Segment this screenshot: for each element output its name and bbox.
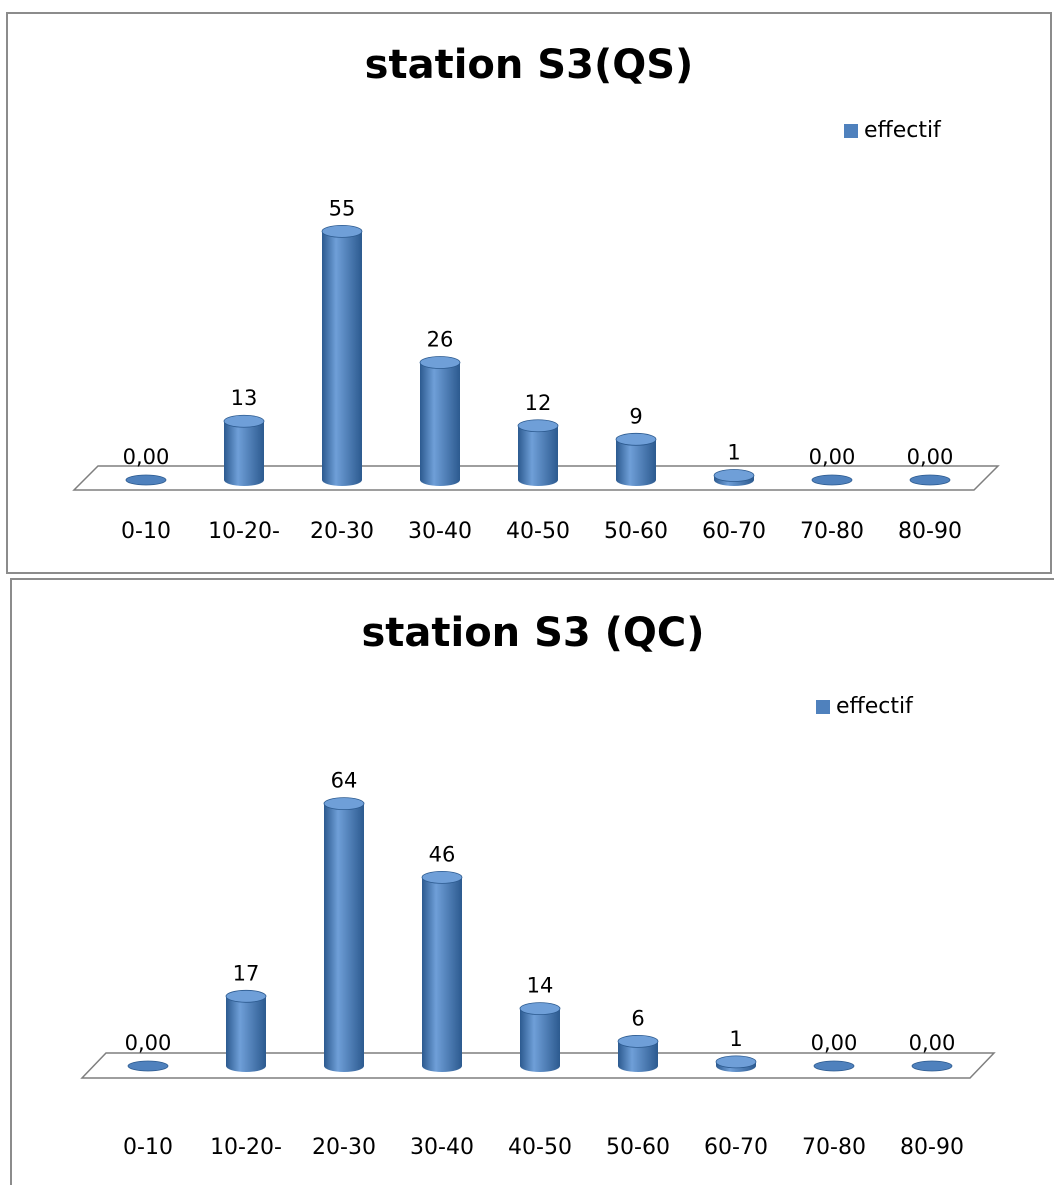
bar-body (226, 996, 266, 1072)
bar-body (616, 439, 656, 486)
legend-swatch (816, 699, 830, 714)
data-label: 0,00 (909, 1031, 956, 1055)
bar-top (715, 1055, 757, 1069)
data-label: 0,00 (809, 445, 856, 469)
bar-top (419, 356, 461, 369)
bar-flat (813, 1060, 855, 1072)
bar-50-60 (615, 432, 657, 486)
bar-body (224, 421, 264, 486)
bar-flat (125, 474, 167, 486)
x-tick-label: 40-50 (508, 1135, 572, 1160)
chart-title: station S3 (QC) (361, 610, 705, 656)
bar-60-70 (715, 1055, 757, 1072)
legend-swatch (844, 123, 858, 138)
legend: effectif (816, 694, 913, 719)
data-label: 0,00 (811, 1031, 858, 1055)
x-tick-label: 50-60 (604, 519, 668, 544)
bar-top (615, 432, 657, 446)
legend-label: effectif (864, 118, 941, 143)
data-label: 55 (329, 196, 356, 220)
data-label: 12 (525, 391, 552, 415)
bar-0-10 (127, 1060, 169, 1072)
x-tick-label: 10-20- (208, 519, 280, 544)
data-label: 1 (727, 440, 740, 464)
data-label: 26 (427, 327, 454, 351)
data-label: 17 (233, 961, 260, 985)
bar-body (420, 362, 460, 486)
x-tick-label: 30-40 (408, 519, 472, 544)
bar-top (519, 1002, 561, 1016)
bar-body (518, 425, 558, 486)
bar-80-90 (911, 1060, 953, 1072)
data-label: 46 (429, 842, 456, 866)
x-tick-label: 20-30 (310, 519, 374, 544)
bar-top (321, 224, 363, 238)
bar-top (617, 1034, 659, 1048)
data-label: 0,00 (123, 445, 170, 469)
bar-top (323, 797, 365, 811)
bar-top (421, 870, 463, 884)
x-tick-label: 60-70 (704, 1135, 768, 1160)
bar-body (422, 877, 462, 1072)
bar-50-60 (617, 1034, 659, 1072)
legend: effectif (844, 118, 941, 143)
x-tick-label: 70-80 (800, 519, 864, 544)
x-tick-label: 20-30 (312, 1135, 376, 1160)
data-label: 0,00 (907, 445, 954, 469)
x-tick-label: 10-20- (210, 1135, 282, 1160)
bar-body (618, 1041, 658, 1072)
bar-20-30 (323, 797, 365, 1072)
bar-80-90 (909, 474, 951, 486)
x-tick-label: 60-70 (702, 519, 766, 544)
x-tick-label: 0-10 (123, 1135, 173, 1160)
chart-title: station S3(QS) (364, 42, 694, 88)
bar-body (322, 231, 362, 486)
bar-30-40 (419, 356, 461, 486)
bar-top (517, 419, 559, 433)
chart-plot: 0,00 0-10 13 10-20- 55 20-30 26 30-40 12 40-50 9 50… (72, 196, 1000, 544)
bar-flat (911, 1060, 953, 1072)
x-tick-label: 30-40 (410, 1135, 474, 1160)
bar-top (223, 414, 265, 428)
bar-0-10 (125, 474, 167, 486)
bar-flat (811, 474, 853, 486)
x-tick-label: 80-90 (898, 519, 962, 544)
data-label: 0,00 (125, 1031, 172, 1055)
x-tick-label: 40-50 (506, 519, 570, 544)
data-label: 14 (527, 974, 554, 998)
data-label: 1 (729, 1027, 742, 1051)
bar-70-80 (813, 1060, 855, 1072)
bar-flat (127, 1060, 169, 1072)
bar-flat (909, 474, 951, 486)
bar-top (713, 469, 755, 482)
legend-label: effectif (836, 694, 913, 719)
data-label: 13 (231, 386, 258, 410)
x-tick-label: 50-60 (606, 1135, 670, 1160)
bar-30-40 (421, 870, 463, 1072)
data-label: 9 (629, 404, 642, 428)
chart-panel-qc: station S3 (QC) effectif 0,00 0-10 17 10-20… (10, 578, 1054, 1185)
bar-top (225, 989, 267, 1003)
bar-body (324, 803, 364, 1072)
x-tick-label: 0-10 (121, 519, 171, 544)
data-label: 6 (631, 1006, 644, 1030)
chart-panel-qs: station S3(QS) effectif 0,00 0-10 13 10-20-… (6, 12, 1052, 574)
bar-60-70 (713, 469, 755, 486)
bar-20-30 (321, 224, 363, 486)
bar-70-80 (811, 474, 853, 486)
bar-10-20- (223, 414, 265, 486)
bar-10-20- (225, 989, 267, 1072)
bar-40-50 (517, 419, 559, 486)
bar-40-50 (519, 1002, 561, 1072)
bar-body (520, 1008, 560, 1072)
x-tick-label: 70-80 (802, 1135, 866, 1160)
data-label: 64 (331, 769, 358, 793)
x-tick-label: 80-90 (900, 1135, 964, 1160)
chart-plot: 0,00 0-10 17 10-20- 64 20-30 46 30-40 14 40-50 6 50… (80, 769, 996, 1160)
